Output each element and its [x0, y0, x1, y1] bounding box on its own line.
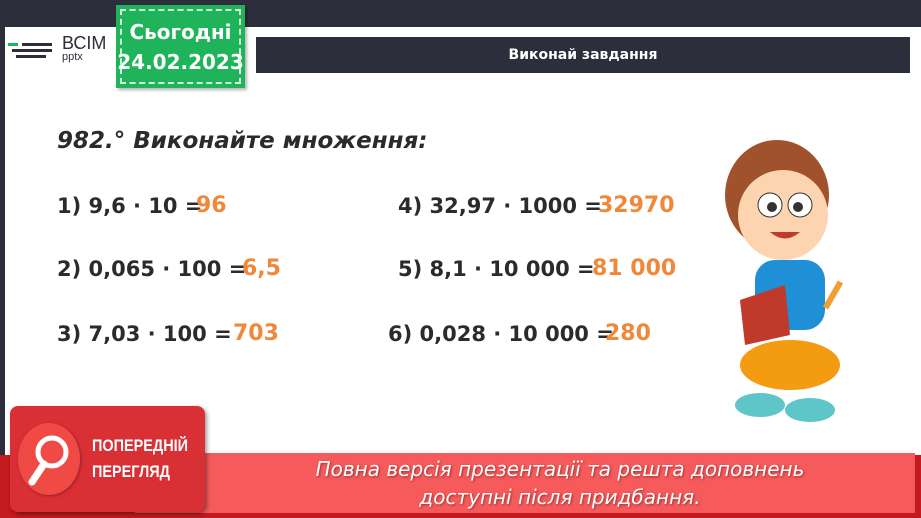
header-title: Виконай завдання [508, 47, 658, 63]
logo: ВСІМ pptx [8, 33, 107, 64]
preview-line-2: ПЕРЕГЛЯД [91, 462, 170, 481]
date-badge: Сьогодні 24.02.2023 [116, 5, 245, 88]
exercise-2: 2) 0,065 · 100 = [57, 257, 247, 281]
answer-1: 96 [196, 193, 227, 218]
exercise-6: 6) 0,028 · 10 000 = [388, 322, 614, 346]
answer-2: 6,5 [242, 256, 281, 281]
answer-4: 32970 [598, 193, 675, 218]
boy-reading-illustration [725, 140, 844, 422]
preview-badge[interactable]: ПОПЕРЕДНІЙ ПЕРЕГЛЯД [10, 406, 205, 512]
exercise-4: 4) 32,97 · 1000 = [398, 194, 602, 218]
answer-5: 81 000 [592, 256, 677, 281]
answer-6: 280 [605, 321, 651, 346]
logo-sub: pptx [62, 51, 83, 63]
header-bar: Виконай завдання [256, 37, 910, 73]
exercise-1: 1) 9,6 · 10 = [57, 194, 203, 218]
task-title: 982.° Виконайте множення: [57, 128, 428, 154]
magnifier-icon [18, 423, 80, 495]
banner-line-2: доступні після придбання. [419, 485, 701, 509]
exercise-5: 5) 8,1 · 10 000 = [398, 257, 595, 281]
preview-line-1: ПОПЕРЕДНІЙ [91, 436, 189, 455]
banner-line-1: Повна версія презентації та решта доповн… [315, 457, 805, 481]
graduation-cap-icon [8, 39, 58, 61]
exercise-3: 3) 7,03 · 100 = [57, 322, 232, 346]
banner-text: Повна версія презентації та решта доповн… [200, 455, 920, 511]
date-label: Сьогодні [129, 19, 232, 44]
date-value: 24.02.2023 [117, 49, 244, 74]
logo-name: ВСІМ [62, 33, 107, 53]
answer-3: 703 [233, 321, 279, 346]
banner [135, 453, 915, 513]
